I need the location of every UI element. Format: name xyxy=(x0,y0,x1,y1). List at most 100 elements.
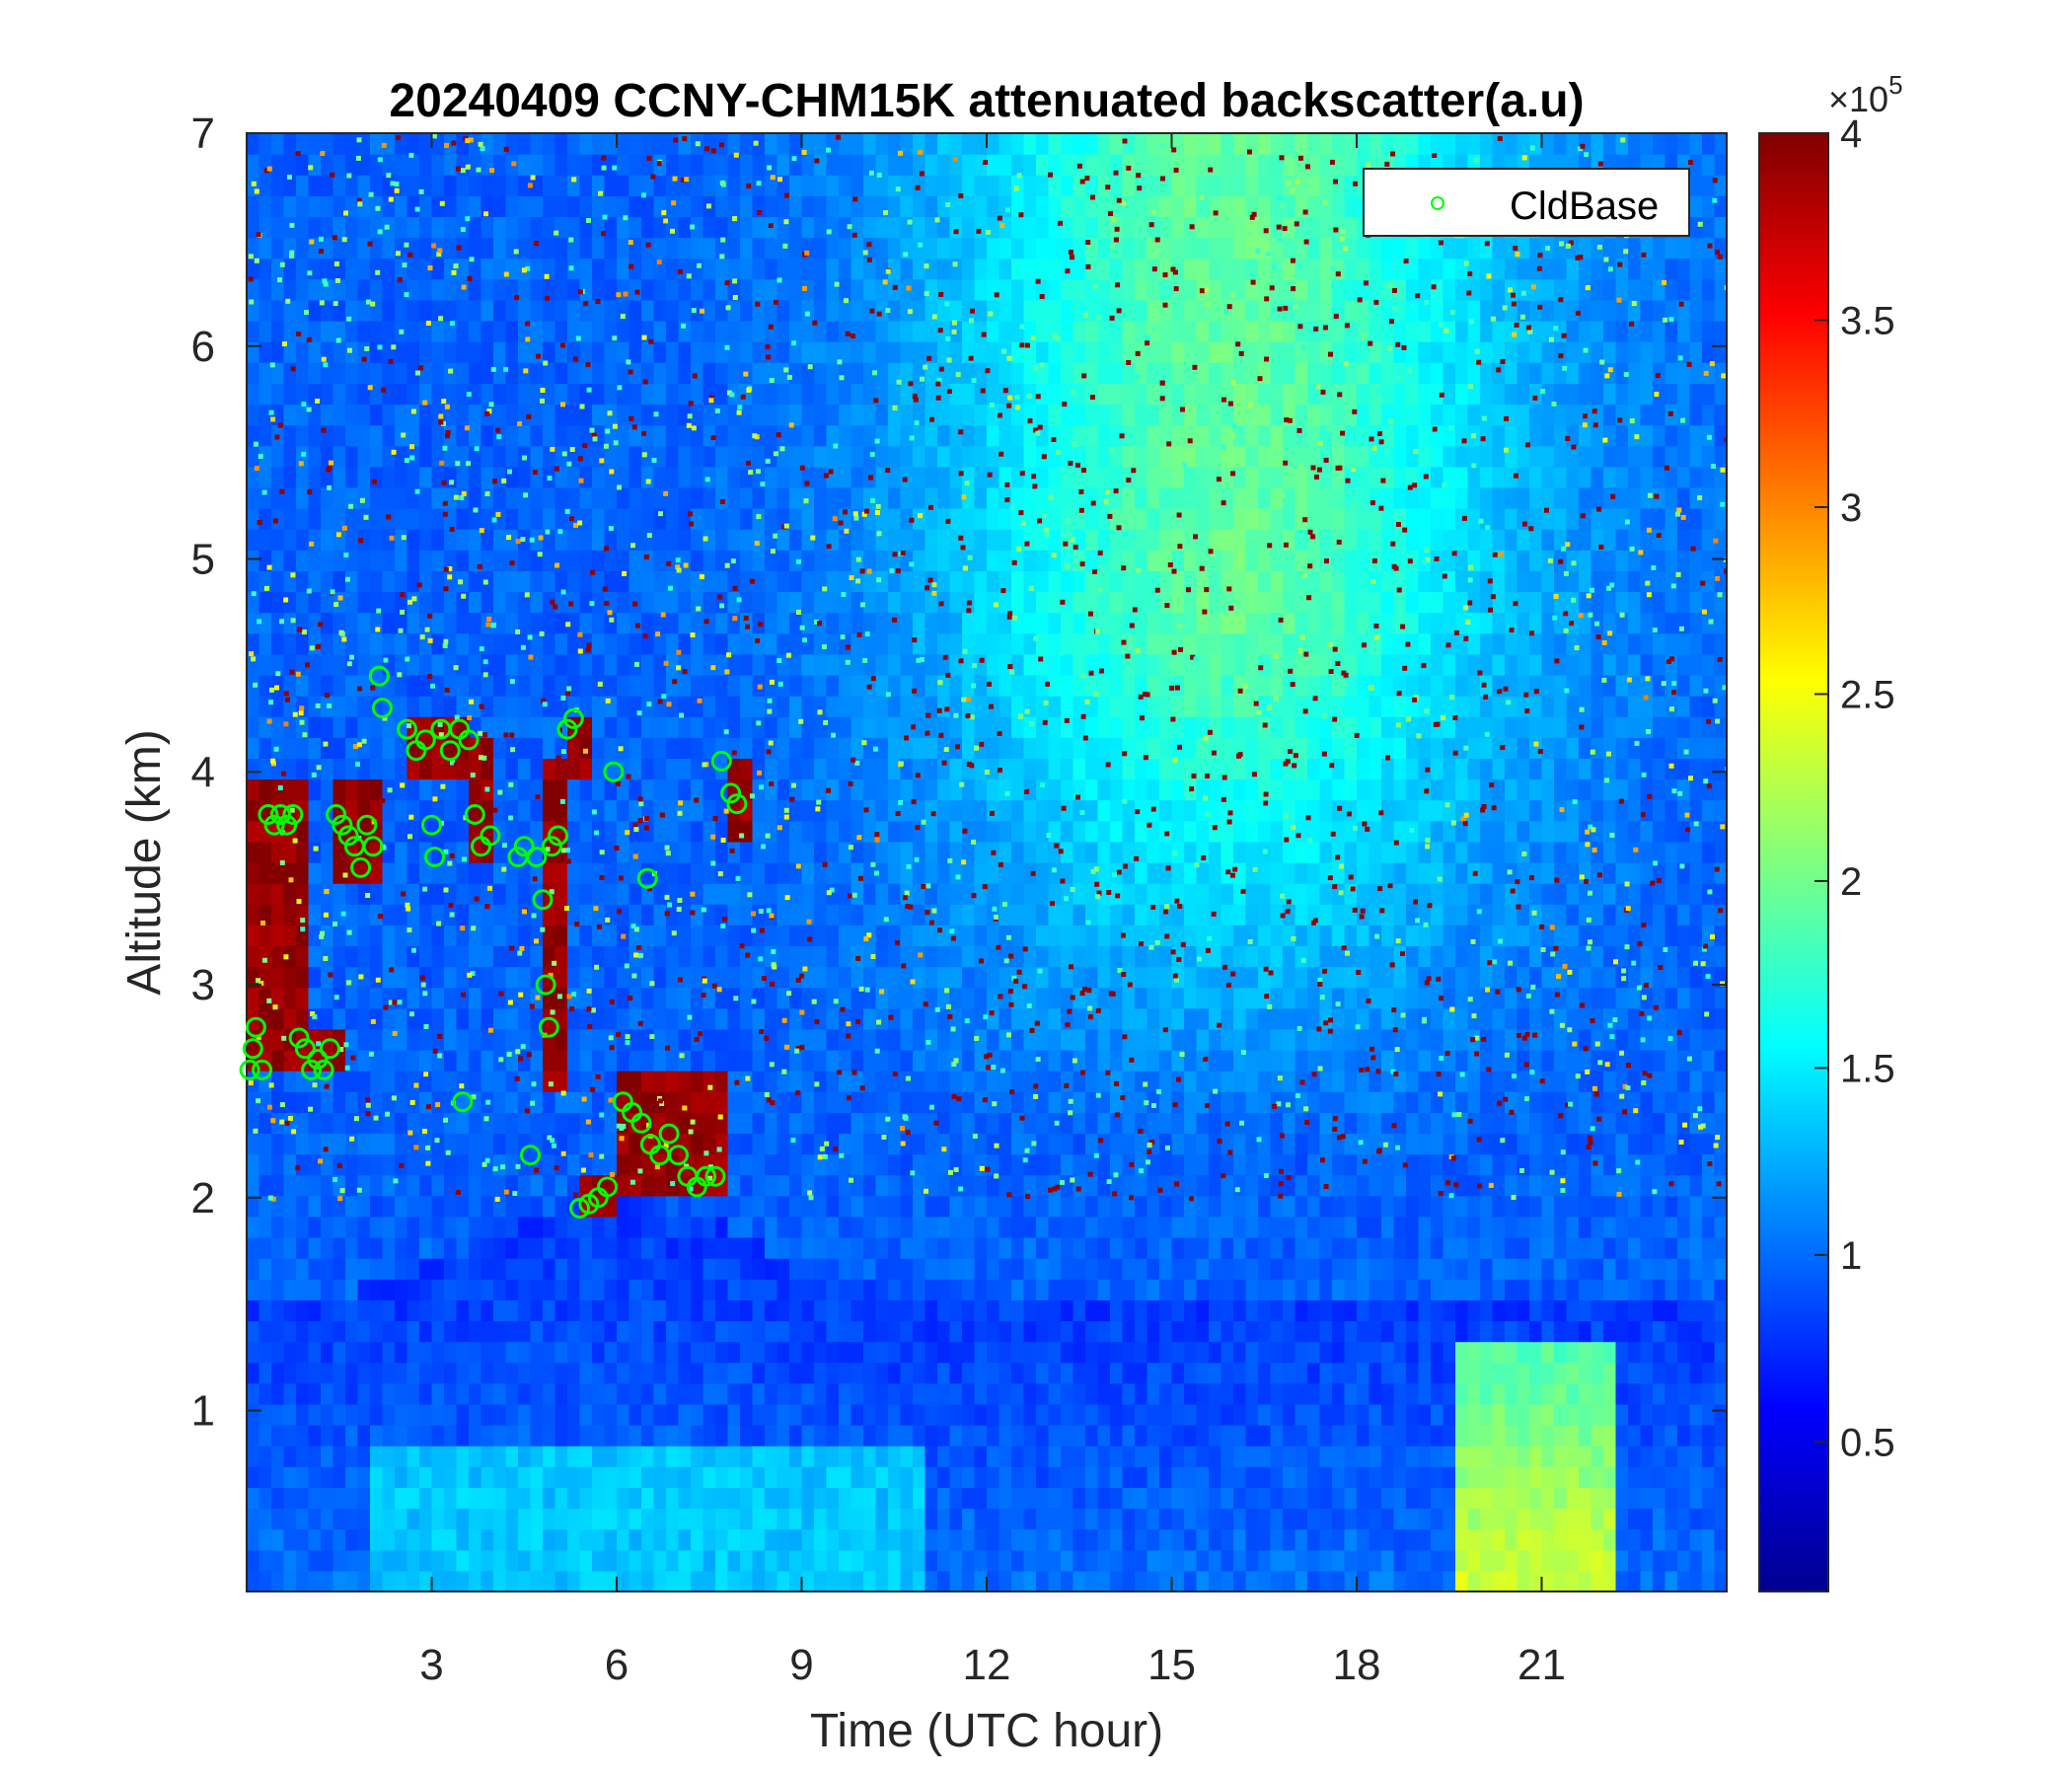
heatmap-cell xyxy=(1122,1237,1136,1259)
heatmap-cell xyxy=(641,404,655,426)
heatmap-cell xyxy=(296,1382,310,1405)
heatmap-cell xyxy=(604,966,618,989)
heatmap-cell xyxy=(333,133,346,155)
heatmap-cell xyxy=(814,1487,828,1510)
heatmap-cell xyxy=(814,1508,828,1530)
heatmap-cell xyxy=(666,383,680,406)
heatmap-cell xyxy=(604,362,618,384)
heatmap-cell xyxy=(1061,1320,1074,1343)
heatmap-cell xyxy=(913,862,926,884)
heatmap-cell xyxy=(826,1216,840,1238)
heatmap-cell xyxy=(505,675,519,697)
heatmap-cell xyxy=(296,486,310,509)
heatmap-cell xyxy=(1061,404,1074,426)
heatmap-cell xyxy=(1110,1341,1124,1364)
heatmap-cell xyxy=(382,1216,396,1238)
heatmap-cell xyxy=(949,1216,963,1238)
heatmap-cell xyxy=(247,841,260,863)
heatmap-cell xyxy=(456,1487,470,1510)
heatmap-cell xyxy=(875,1237,889,1259)
heatmap-cell xyxy=(283,1133,297,1155)
heatmap-cell xyxy=(357,1007,371,1030)
heatmap-cell xyxy=(259,278,272,301)
heatmap-cell xyxy=(505,883,519,905)
heatmap-cell xyxy=(1023,299,1037,322)
heatmap-cell xyxy=(456,612,470,634)
heatmap-cell xyxy=(419,570,433,593)
heatmap-cell xyxy=(888,1091,902,1113)
heatmap-cell xyxy=(826,591,840,614)
heatmap-cell xyxy=(999,591,1012,614)
heatmap-cell xyxy=(851,1007,864,1030)
heatmap-cell xyxy=(653,716,667,738)
heatmap-cell xyxy=(826,1028,840,1051)
heatmap-cell xyxy=(345,612,359,634)
heatmap-cell xyxy=(1085,1487,1099,1510)
heatmap-cell xyxy=(1061,1216,1074,1238)
heatmap-cell xyxy=(999,1195,1012,1218)
heatmap-cell xyxy=(259,1362,272,1384)
heatmap-cell xyxy=(653,424,667,447)
heatmap-cell xyxy=(1048,133,1062,155)
heatmap-cell xyxy=(875,612,889,634)
heatmap-cell xyxy=(925,820,938,843)
heatmap-cell xyxy=(555,1112,568,1135)
heatmap-cell xyxy=(419,237,433,259)
heatmap-cell xyxy=(1061,1341,1074,1364)
heatmap-cell xyxy=(493,883,507,905)
heatmap-cell xyxy=(678,778,692,801)
heatmap-cell xyxy=(1122,1258,1136,1280)
heatmap-cell xyxy=(691,278,704,301)
heatmap-cell xyxy=(493,362,507,384)
heatmap-cell xyxy=(875,1404,889,1426)
heatmap-cell xyxy=(814,1279,828,1300)
heatmap-cell xyxy=(900,966,914,989)
heatmap-cell xyxy=(592,362,606,384)
heatmap-cell xyxy=(740,278,754,301)
heatmap-cell xyxy=(1036,154,1050,176)
heatmap-cell xyxy=(1122,1133,1136,1155)
heatmap-cell xyxy=(407,1466,420,1488)
heatmap-cell xyxy=(271,1299,285,1322)
heatmap-cell xyxy=(505,404,519,426)
heatmap-cell xyxy=(370,716,384,738)
heatmap-cell xyxy=(543,1174,556,1197)
heatmap-cell xyxy=(999,1007,1012,1030)
heatmap-cell xyxy=(1085,1237,1099,1259)
heatmap-cell xyxy=(839,195,852,217)
heatmap-cell xyxy=(937,1341,951,1364)
heatmap-cell xyxy=(617,237,630,259)
heatmap-cell xyxy=(370,424,384,447)
heatmap-cell xyxy=(1122,1362,1136,1384)
heatmap-cell xyxy=(357,1279,371,1300)
heatmap-cell xyxy=(875,321,889,342)
heatmap-cell xyxy=(271,341,285,363)
heatmap-cell xyxy=(481,237,494,259)
heatmap-cell xyxy=(456,1320,470,1343)
heatmap-cell xyxy=(1048,1320,1062,1343)
heatmap-cell xyxy=(962,758,976,780)
heatmap-cell xyxy=(333,925,346,946)
heatmap-cell xyxy=(1110,737,1124,759)
heatmap-cell xyxy=(419,1258,433,1280)
heatmap-cell xyxy=(765,758,778,780)
heatmap-cell xyxy=(308,1508,322,1530)
heatmap-cell xyxy=(740,321,754,342)
heatmap-cell xyxy=(1011,1007,1025,1030)
heatmap-cell xyxy=(283,945,297,968)
heatmap-cell xyxy=(321,383,334,406)
heatmap-cell xyxy=(962,133,976,155)
heatmap-cell xyxy=(888,862,902,884)
heatmap-cell xyxy=(382,737,396,759)
heatmap-cell xyxy=(962,737,976,759)
heatmap-cell xyxy=(666,1299,680,1322)
heatmap-cell xyxy=(1011,299,1025,322)
heatmap-cell xyxy=(247,904,260,925)
heatmap-cell xyxy=(987,1320,1000,1343)
heatmap-cell xyxy=(259,362,272,384)
heatmap-cell xyxy=(617,1279,630,1300)
heatmap-cell xyxy=(752,945,766,968)
heatmap-cell xyxy=(875,883,889,905)
heatmap-cell xyxy=(382,570,396,593)
heatmap-cell xyxy=(247,925,260,946)
